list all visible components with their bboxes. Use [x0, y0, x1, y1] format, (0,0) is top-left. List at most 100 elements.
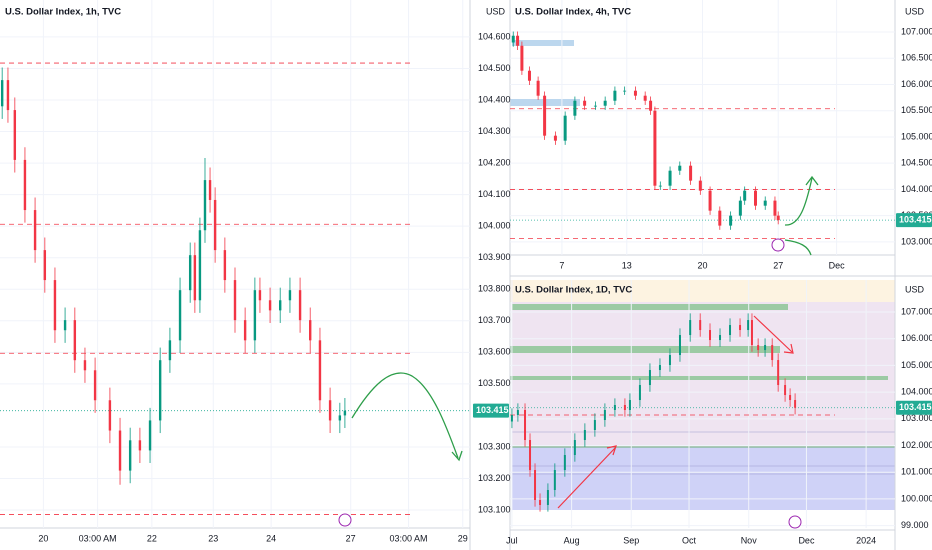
y-tick-label: 104.200 — [478, 157, 511, 167]
y-tick-label: 103.000 — [901, 413, 932, 423]
candle-body — [623, 90, 627, 92]
zone — [510, 376, 888, 380]
zone — [510, 280, 895, 302]
y-tick-label: 104.000 — [901, 184, 932, 194]
chart-title: U.S. Dollar Index, 4h, TVC — [515, 7, 631, 18]
candle-body — [539, 499, 542, 505]
candle-body — [233, 280, 237, 321]
candle-body — [208, 180, 212, 200]
x-tick-label: Nov — [741, 535, 758, 545]
candle-body — [118, 430, 122, 471]
candle-body — [63, 320, 67, 331]
y-tick-label: 103.600 — [478, 347, 511, 357]
candle-body — [546, 490, 549, 505]
candle-body — [668, 170, 672, 186]
candle-body — [33, 210, 37, 251]
x-tick-label: Dec — [798, 535, 815, 545]
currency-label: USD — [905, 6, 925, 16]
candle-body — [328, 400, 332, 421]
candle-body — [73, 320, 77, 361]
candle-body — [243, 320, 247, 341]
candle-body — [138, 440, 142, 451]
y-tick-label: 105.000 — [901, 360, 932, 370]
x-tick-label: 13 — [622, 260, 632, 270]
x-tick-label: 29 — [458, 533, 468, 543]
candle-body — [520, 45, 524, 71]
x-tick-label: 2024 — [856, 535, 876, 545]
y-tick-label: 106.000 — [901, 79, 932, 89]
candle-body — [278, 300, 282, 311]
candle-body — [708, 190, 712, 211]
candle-body — [689, 165, 693, 181]
x-tick-label: 03:00 AM — [390, 533, 428, 543]
y-tick-label: 106.000 — [901, 333, 932, 343]
candle-body — [649, 100, 653, 111]
candle-body — [653, 110, 657, 186]
candle-body — [729, 325, 732, 336]
y-tick-label: 103.100 — [478, 504, 511, 514]
x-tick-label: 22 — [147, 533, 157, 543]
candle-body — [318, 340, 322, 401]
candle-body — [738, 200, 742, 216]
candle-body — [193, 255, 197, 301]
candle-body — [516, 410, 519, 416]
candle-body — [0, 80, 4, 107]
candle-body — [529, 440, 532, 471]
x-tick-label: Jul — [506, 535, 518, 545]
y-tick-label: 103.300 — [478, 441, 511, 451]
candle-body — [573, 440, 576, 456]
x-tick-label: 20 — [697, 260, 707, 270]
candle-body — [623, 405, 626, 411]
y-tick-label: 107.000 — [901, 26, 932, 36]
candle-body — [603, 410, 606, 421]
x-tick-label: 27 — [773, 260, 783, 270]
x-tick-label: 20 — [38, 533, 48, 543]
zone — [512, 447, 895, 510]
y-tick-label: 101.000 — [901, 467, 932, 477]
candle-body — [689, 320, 692, 336]
chart-title: U.S. Dollar Index, 1h, TVC — [5, 7, 121, 18]
last-price-marker — [473, 403, 509, 418]
candle-body — [13, 110, 17, 160]
zone — [512, 40, 574, 46]
candle-body — [298, 290, 302, 321]
y-tick-label: 102.000 — [901, 440, 932, 450]
candle-body — [83, 360, 87, 371]
y-tick-label: 106.500 — [901, 53, 932, 63]
y-tick-label: 104.100 — [478, 189, 511, 199]
candle-body — [53, 280, 57, 331]
candle-body — [776, 215, 780, 221]
candle-body — [613, 90, 617, 101]
candle-body — [773, 200, 777, 216]
y-tick-label: 104.400 — [478, 94, 511, 104]
y-tick-label: 105.500 — [901, 105, 932, 115]
candle-body — [739, 325, 742, 331]
candle-body — [638, 385, 641, 401]
y-tick-label: 103.900 — [478, 252, 511, 262]
candle-body — [128, 440, 132, 471]
candle-body — [678, 165, 682, 171]
candle-body — [268, 300, 272, 311]
x-tick-label: Oct — [682, 535, 697, 545]
candle-body — [593, 105, 597, 107]
candle-body — [743, 190, 747, 201]
last-price-marker — [896, 400, 932, 415]
y-tick-label: 104.500 — [478, 63, 511, 73]
candle-body — [794, 400, 797, 408]
candle-body — [628, 400, 631, 411]
candle-body — [729, 215, 733, 226]
last-price-marker — [896, 213, 932, 228]
y-tick-label: 103.800 — [478, 284, 511, 294]
currency-label: USD — [905, 284, 925, 294]
candle-body — [108, 400, 112, 431]
candle-body — [583, 100, 587, 106]
y-tick-label: 103.700 — [478, 315, 511, 325]
candle-body — [777, 360, 780, 386]
candle-body — [648, 370, 651, 386]
candle-body — [510, 415, 513, 422]
candle-body — [583, 430, 586, 441]
candle-body — [719, 335, 722, 341]
candle-body — [553, 470, 556, 491]
candle-body — [563, 115, 567, 141]
